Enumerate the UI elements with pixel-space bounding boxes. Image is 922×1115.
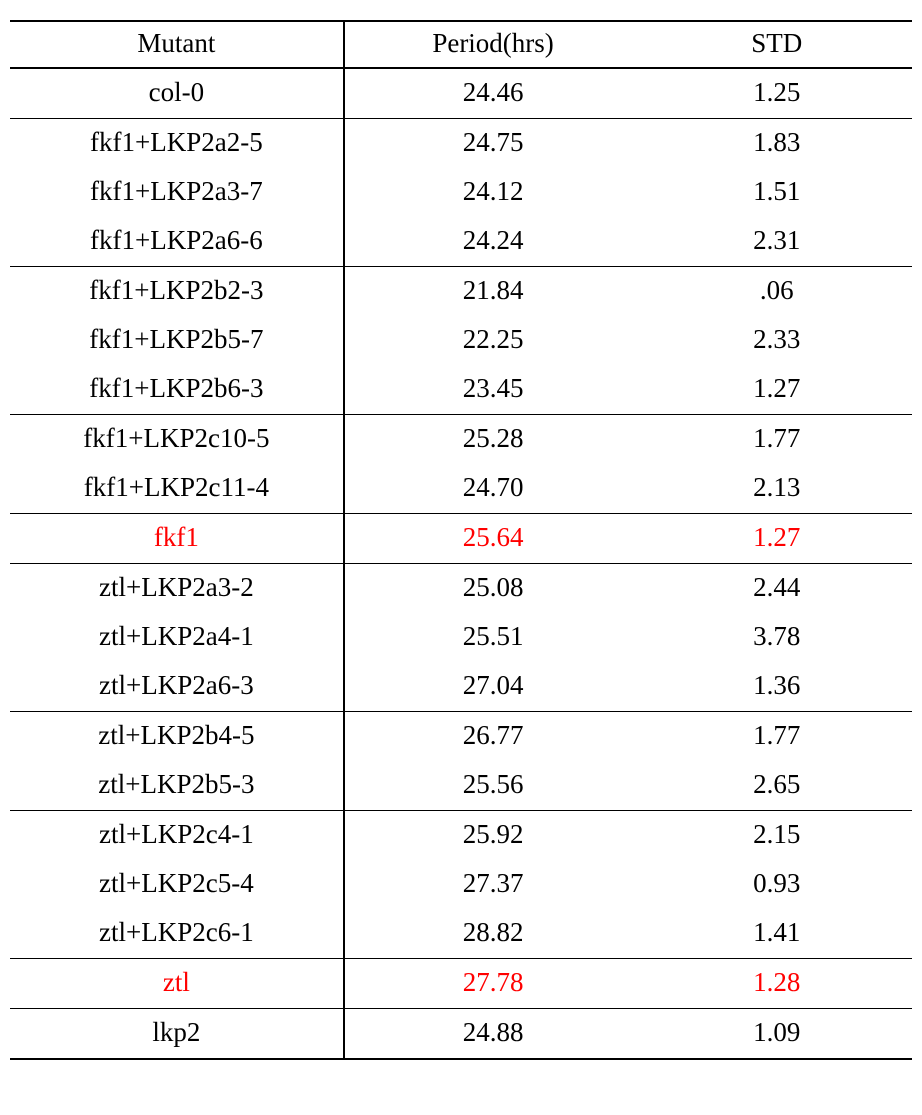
cell-period: 21.84 bbox=[344, 267, 642, 317]
table-header-row: Mutant Period(hrs) STD bbox=[10, 21, 912, 68]
cell-std: 1.09 bbox=[641, 1009, 912, 1060]
cell-mutant: fkf1+LKP2b5-7 bbox=[10, 316, 344, 365]
cell-std: 2.15 bbox=[641, 811, 912, 861]
cell-period: 24.46 bbox=[344, 68, 642, 119]
cell-mutant: ztl+LKP2b4-5 bbox=[10, 712, 344, 762]
cell-std: 0.93 bbox=[641, 860, 912, 909]
cell-period: 24.70 bbox=[344, 464, 642, 514]
cell-std: 2.65 bbox=[641, 761, 912, 811]
cell-mutant: fkf1+LKP2c11-4 bbox=[10, 464, 344, 514]
cell-period: 27.04 bbox=[344, 662, 642, 712]
table-row: ztl+LKP2a3-225.082.44 bbox=[10, 564, 912, 614]
table-row: fkf1+LKP2b2-321.84.06 bbox=[10, 267, 912, 317]
cell-std: 1.77 bbox=[641, 415, 912, 465]
cell-mutant: fkf1 bbox=[10, 514, 344, 564]
cell-period: 25.64 bbox=[344, 514, 642, 564]
cell-mutant: lkp2 bbox=[10, 1009, 344, 1060]
table-row: ztl+LKP2c4-125.922.15 bbox=[10, 811, 912, 861]
cell-period: 22.25 bbox=[344, 316, 642, 365]
cell-mutant: fkf1+LKP2a2-5 bbox=[10, 119, 344, 169]
cell-period: 24.88 bbox=[344, 1009, 642, 1060]
cell-std: 1.36 bbox=[641, 662, 912, 712]
cell-mutant: fkf1+LKP2b2-3 bbox=[10, 267, 344, 317]
table-row: fkf1+LKP2c11-424.702.13 bbox=[10, 464, 912, 514]
cell-std: 1.27 bbox=[641, 365, 912, 415]
table-row: fkf1+LKP2a6-624.242.31 bbox=[10, 217, 912, 267]
cell-std: 3.78 bbox=[641, 613, 912, 662]
table-row: fkf1+LKP2a3-724.121.51 bbox=[10, 168, 912, 217]
cell-mutant: ztl bbox=[10, 959, 344, 1009]
cell-mutant: col-0 bbox=[10, 68, 344, 119]
col-header-std: STD bbox=[641, 21, 912, 68]
cell-std: 1.27 bbox=[641, 514, 912, 564]
cell-period: 25.08 bbox=[344, 564, 642, 614]
cell-period: 25.56 bbox=[344, 761, 642, 811]
cell-std: .06 bbox=[641, 267, 912, 317]
cell-mutant: ztl+LKP2a3-2 bbox=[10, 564, 344, 614]
mutant-period-table: Mutant Period(hrs) STD col-024.461.25fkf… bbox=[10, 20, 912, 1060]
cell-mutant: ztl+LKP2c6-1 bbox=[10, 909, 344, 959]
cell-mutant: ztl+LKP2c5-4 bbox=[10, 860, 344, 909]
table-row: ztl27.781.28 bbox=[10, 959, 912, 1009]
table-row: fkf1+LKP2b6-323.451.27 bbox=[10, 365, 912, 415]
cell-period: 24.12 bbox=[344, 168, 642, 217]
cell-period: 23.45 bbox=[344, 365, 642, 415]
table-row: col-024.461.25 bbox=[10, 68, 912, 119]
cell-std: 2.13 bbox=[641, 464, 912, 514]
cell-std: 1.83 bbox=[641, 119, 912, 169]
table-row: ztl+LKP2b5-325.562.65 bbox=[10, 761, 912, 811]
cell-period: 24.75 bbox=[344, 119, 642, 169]
table-row: fkf1+LKP2b5-722.252.33 bbox=[10, 316, 912, 365]
cell-std: 1.28 bbox=[641, 959, 912, 1009]
cell-std: 1.77 bbox=[641, 712, 912, 762]
cell-mutant: ztl+LKP2c4-1 bbox=[10, 811, 344, 861]
cell-std: 1.41 bbox=[641, 909, 912, 959]
cell-period: 27.37 bbox=[344, 860, 642, 909]
table-row: lkp224.881.09 bbox=[10, 1009, 912, 1060]
cell-std: 2.33 bbox=[641, 316, 912, 365]
cell-mutant: fkf1+LKP2b6-3 bbox=[10, 365, 344, 415]
cell-mutant: ztl+LKP2b5-3 bbox=[10, 761, 344, 811]
cell-period: 28.82 bbox=[344, 909, 642, 959]
table-row: ztl+LKP2b4-526.771.77 bbox=[10, 712, 912, 762]
col-header-mutant: Mutant bbox=[10, 21, 344, 68]
cell-period: 24.24 bbox=[344, 217, 642, 267]
cell-period: 26.77 bbox=[344, 712, 642, 762]
cell-period: 25.28 bbox=[344, 415, 642, 465]
cell-std: 1.25 bbox=[641, 68, 912, 119]
cell-std: 1.51 bbox=[641, 168, 912, 217]
cell-period: 25.92 bbox=[344, 811, 642, 861]
cell-period: 25.51 bbox=[344, 613, 642, 662]
table-row: fkf1+LKP2c10-525.281.77 bbox=[10, 415, 912, 465]
table-row: ztl+LKP2a6-327.041.36 bbox=[10, 662, 912, 712]
table-row: ztl+LKP2a4-125.513.78 bbox=[10, 613, 912, 662]
table-row: ztl+LKP2c6-128.821.41 bbox=[10, 909, 912, 959]
cell-mutant: fkf1+LKP2a3-7 bbox=[10, 168, 344, 217]
table-row: ztl+LKP2c5-427.370.93 bbox=[10, 860, 912, 909]
cell-mutant: ztl+LKP2a4-1 bbox=[10, 613, 344, 662]
cell-mutant: fkf1+LKP2c10-5 bbox=[10, 415, 344, 465]
cell-std: 2.44 bbox=[641, 564, 912, 614]
cell-period: 27.78 bbox=[344, 959, 642, 1009]
table-body: col-024.461.25fkf1+LKP2a2-524.751.83fkf1… bbox=[10, 68, 912, 1059]
table-row: fkf1+LKP2a2-524.751.83 bbox=[10, 119, 912, 169]
col-header-period: Period(hrs) bbox=[344, 21, 642, 68]
table-row: fkf125.641.27 bbox=[10, 514, 912, 564]
cell-mutant: fkf1+LKP2a6-6 bbox=[10, 217, 344, 267]
cell-std: 2.31 bbox=[641, 217, 912, 267]
cell-mutant: ztl+LKP2a6-3 bbox=[10, 662, 344, 712]
